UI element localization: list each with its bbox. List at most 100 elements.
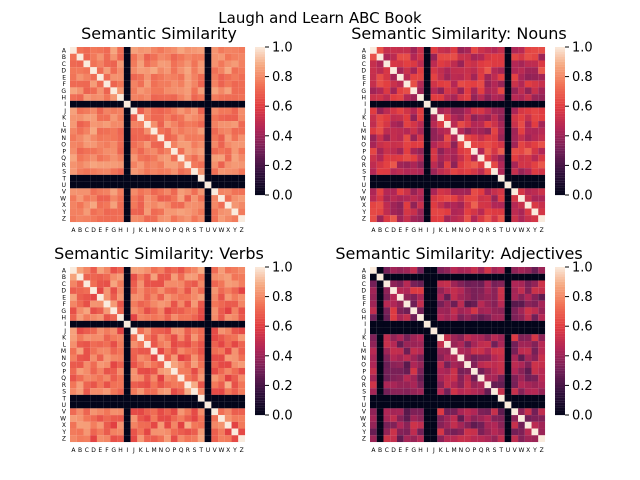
colorbar-segment bbox=[555, 407, 565, 411]
heatmap-cell bbox=[450, 107, 458, 115]
heatmap-cell bbox=[184, 87, 192, 95]
heatmap-cell bbox=[511, 415, 519, 422]
colorbar-segment bbox=[555, 382, 565, 386]
heatmap-cell bbox=[518, 80, 525, 88]
heatmap-cell bbox=[450, 67, 458, 74]
x-tick-label: X bbox=[226, 447, 230, 454]
heatmap-cell bbox=[103, 388, 111, 395]
colorbar-tick-label: 0.8 bbox=[272, 70, 293, 85]
heatmap-cell bbox=[170, 215, 178, 223]
heatmap-cell bbox=[511, 100, 519, 108]
x-tick-label: E bbox=[398, 447, 402, 454]
heatmap-cell bbox=[123, 127, 131, 135]
heatmap-cell bbox=[164, 300, 172, 308]
heatmap-cell bbox=[464, 347, 472, 355]
heatmap-cell bbox=[470, 408, 478, 416]
heatmap-cell bbox=[403, 147, 411, 155]
heatmap-cell bbox=[130, 394, 138, 402]
heatmap-cell bbox=[524, 320, 532, 328]
heatmap-cell bbox=[504, 421, 512, 429]
heatmap-cell bbox=[197, 168, 205, 175]
heatmap-cell bbox=[238, 60, 246, 68]
heatmap-cell bbox=[170, 201, 178, 209]
heatmap-cell bbox=[410, 327, 418, 335]
heatmap-cell bbox=[70, 107, 77, 115]
heatmap-cell bbox=[370, 215, 377, 223]
heatmap-cell bbox=[137, 134, 145, 142]
heatmap-cell bbox=[197, 134, 205, 142]
heatmap-cell bbox=[123, 327, 131, 335]
heatmap-cell bbox=[511, 408, 519, 416]
heatmap-cell bbox=[524, 215, 532, 223]
heatmap-cell bbox=[376, 161, 384, 169]
heatmap-cell bbox=[76, 314, 84, 321]
heatmap-cell bbox=[70, 394, 77, 402]
heatmap-cell bbox=[457, 161, 465, 169]
heatmap-cell bbox=[197, 421, 205, 429]
heatmap-cell bbox=[184, 100, 192, 108]
heatmap-cell bbox=[110, 127, 118, 135]
heatmap-cell bbox=[491, 53, 498, 61]
colorbar-tick-label: 1.0 bbox=[272, 41, 293, 56]
colorbar-segment bbox=[255, 66, 265, 70]
heatmap-cell bbox=[191, 60, 198, 68]
heatmap-cell bbox=[137, 314, 145, 321]
heatmap-cell bbox=[531, 181, 539, 189]
y-tick-label: G bbox=[61, 308, 66, 315]
heatmap-cell bbox=[376, 154, 384, 162]
colorbar-tick-label: 0.4 bbox=[272, 349, 293, 364]
heatmap-cell bbox=[191, 181, 198, 189]
heatmap-cell bbox=[396, 381, 404, 389]
heatmap-cell bbox=[423, 215, 431, 223]
heatmap-cell bbox=[96, 208, 104, 216]
colorbar-segment bbox=[255, 130, 265, 134]
heatmap-cell bbox=[150, 73, 158, 81]
heatmap-cell bbox=[110, 401, 118, 409]
heatmap-cell bbox=[103, 320, 111, 328]
heatmap-cell bbox=[403, 327, 411, 335]
heatmap-cell bbox=[90, 174, 97, 182]
heatmap-cell bbox=[177, 280, 185, 288]
heatmap-cell bbox=[504, 161, 512, 169]
heatmap-cell bbox=[531, 215, 539, 223]
heatmap-cell bbox=[103, 114, 111, 122]
heatmap-cell bbox=[538, 73, 546, 81]
colorbar-segment bbox=[555, 353, 565, 356]
heatmap-cell bbox=[150, 141, 158, 149]
x-tick-label: R bbox=[486, 447, 490, 454]
heatmap-cell bbox=[117, 208, 124, 216]
heatmap-cell bbox=[150, 435, 158, 443]
heatmap-cell bbox=[224, 327, 232, 335]
heatmap-cell bbox=[457, 67, 465, 74]
heatmap-cell bbox=[231, 67, 239, 74]
heatmap-cell bbox=[484, 388, 492, 395]
x-tick-label: H bbox=[418, 447, 423, 454]
heatmap-cell bbox=[370, 341, 377, 348]
heatmap-cell bbox=[197, 300, 205, 308]
heatmap-cell bbox=[390, 174, 397, 182]
heatmap-cell bbox=[211, 127, 219, 135]
heatmap-cell bbox=[484, 374, 492, 382]
heatmap-cell bbox=[430, 107, 438, 115]
heatmap-cell bbox=[197, 121, 205, 128]
heatmap-cell bbox=[457, 428, 465, 436]
heatmap-cell bbox=[390, 334, 397, 342]
heatmap-cell bbox=[477, 195, 485, 202]
heatmap-cell bbox=[376, 374, 384, 382]
colorbar-segment bbox=[555, 59, 565, 62]
heatmap-cell bbox=[211, 273, 219, 281]
heatmap-cell bbox=[83, 80, 91, 88]
heatmap-cell bbox=[231, 408, 239, 416]
heatmap-cell bbox=[376, 287, 384, 294]
heatmap-cell bbox=[396, 47, 404, 54]
heatmap-cell bbox=[137, 334, 145, 342]
x-tick-label: T bbox=[198, 227, 203, 234]
heatmap-cell bbox=[76, 293, 84, 301]
heatmap-cell bbox=[110, 347, 118, 355]
heatmap-cell bbox=[410, 73, 418, 81]
heatmap-cell bbox=[231, 401, 239, 409]
heatmap-cell bbox=[376, 428, 384, 436]
heatmap-cells-adjectives bbox=[370, 267, 546, 443]
heatmap-cell bbox=[123, 53, 131, 61]
